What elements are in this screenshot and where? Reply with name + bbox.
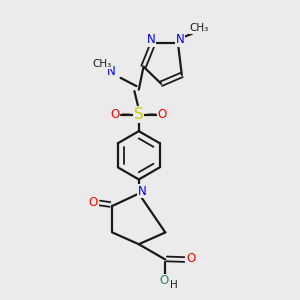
Text: O: O bbox=[111, 108, 120, 121]
Text: N: N bbox=[138, 185, 147, 198]
Text: H: H bbox=[170, 280, 177, 290]
Text: S: S bbox=[134, 107, 144, 122]
Text: N: N bbox=[147, 33, 156, 46]
Text: O: O bbox=[159, 274, 169, 287]
Text: CH₃: CH₃ bbox=[92, 59, 111, 69]
Text: O: O bbox=[89, 196, 98, 209]
Text: O: O bbox=[158, 108, 167, 121]
Text: N: N bbox=[107, 65, 116, 78]
Text: O: O bbox=[186, 252, 195, 266]
Text: CH₃: CH₃ bbox=[190, 23, 209, 33]
Text: N: N bbox=[176, 33, 185, 46]
